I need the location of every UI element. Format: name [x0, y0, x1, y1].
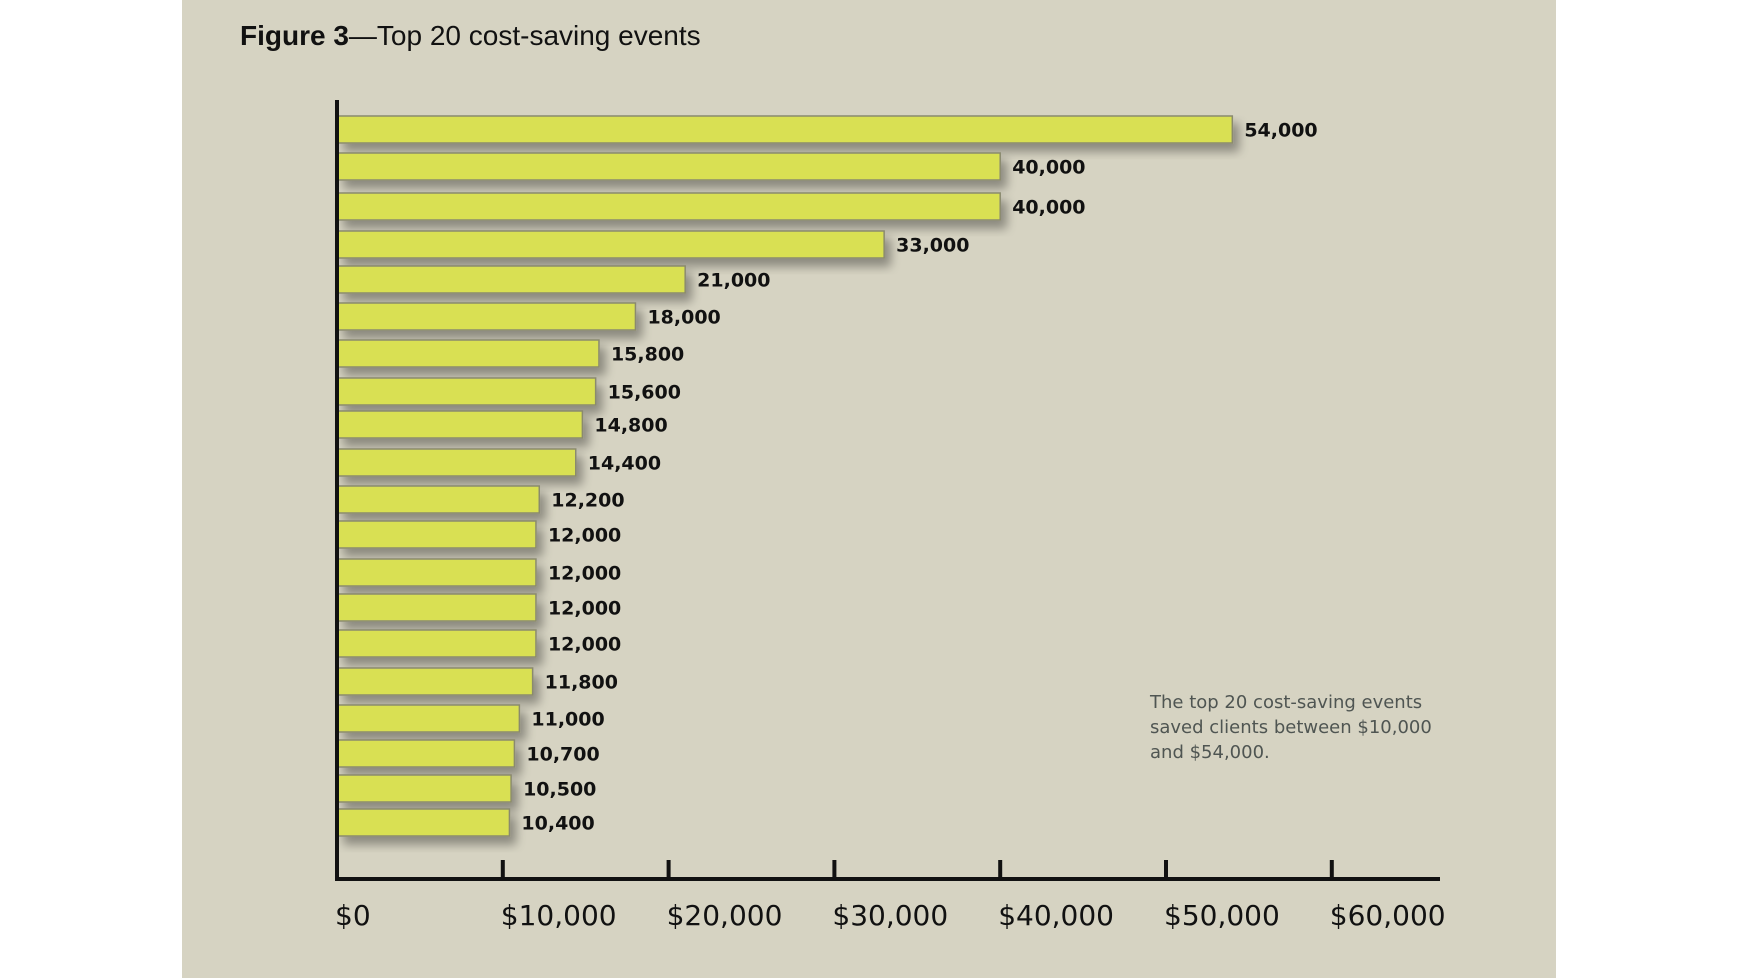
figure-caption: —Top 20 cost-saving events [348, 20, 701, 51]
bar-5 [337, 265, 686, 294]
value-label-7: 15,800 [611, 344, 684, 366]
bar-7 [337, 339, 600, 368]
bar-16 [337, 667, 534, 696]
chart-title: Figure 3—Top 20 cost-saving events [240, 20, 701, 52]
bar-17 [337, 704, 521, 733]
x-tick-label-4: $40,000 [998, 899, 1114, 932]
axes-group: $0 $10,000 $20,000 $30,000 $40,000 $50,000 $60… [335, 100, 1446, 932]
x-tick-label-3: $30,000 [832, 899, 948, 932]
value-label-6: 18,000 [647, 307, 720, 329]
value-label-1: 54,000 [1244, 120, 1317, 142]
x-tick-label-2: $20,000 [667, 899, 783, 932]
bar-8 [337, 377, 597, 406]
value-label-10: 14,400 [588, 453, 661, 475]
chart-annotation: The top 20 cost-saving events saved clie… [1150, 692, 1432, 763]
value-label-9: 14,800 [594, 415, 667, 437]
value-label-2: 40,000 [1012, 157, 1085, 179]
bar-9 [337, 410, 584, 439]
bar-13 [337, 558, 537, 587]
value-label-4: 33,000 [896, 235, 969, 257]
value-label-3: 40,000 [1012, 197, 1085, 219]
bar-2 [337, 152, 1001, 181]
x-tick-label-5: $50,000 [1164, 899, 1280, 932]
value-label-15: 12,000 [548, 634, 621, 656]
x-tick-label-1: $10,000 [501, 899, 617, 932]
bar-18 [337, 739, 516, 768]
value-label-19: 10,500 [523, 779, 596, 801]
value-label-18: 10,700 [526, 744, 599, 766]
value-label-11: 12,200 [551, 490, 624, 512]
value-label-5: 21,000 [697, 270, 770, 292]
x-tick-label-0: $0 [335, 899, 371, 932]
bar-10 [337, 448, 577, 477]
figure-number: Figure 3 [240, 20, 349, 51]
value-label-13: 12,000 [548, 563, 621, 585]
value-labels-group: 54,000 40,000 40,000 33,000 21,000 18,000 15,8… [521, 120, 1317, 835]
bars-group [337, 115, 1234, 837]
bar-19 [337, 774, 512, 803]
bar-11 [337, 485, 541, 514]
bar-12 [337, 520, 537, 549]
bar-1 [337, 115, 1234, 144]
bar-20 [337, 808, 511, 837]
bar-4 [337, 230, 885, 259]
bar-14 [337, 593, 537, 622]
bar-15 [337, 629, 537, 658]
value-label-12: 12,000 [548, 525, 621, 547]
value-label-17: 11,000 [531, 709, 604, 731]
x-tick-label-6: $60,000 [1330, 899, 1446, 932]
bar-3 [337, 192, 1001, 221]
value-label-20: 10,400 [521, 813, 594, 835]
value-label-8: 15,600 [608, 382, 681, 404]
bar-6 [337, 302, 637, 331]
value-label-16: 11,800 [545, 672, 618, 694]
value-label-14: 12,000 [548, 598, 621, 620]
